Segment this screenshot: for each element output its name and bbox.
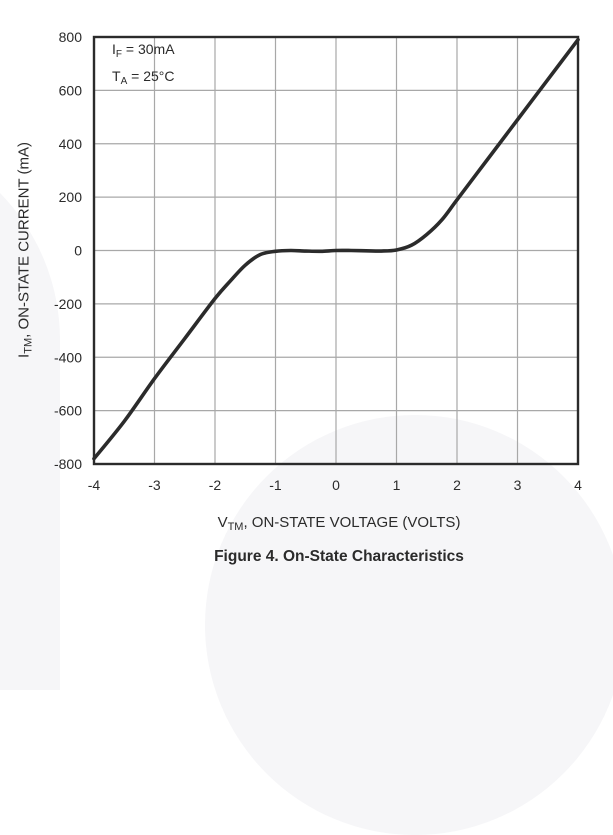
x-tick-label: 1 bbox=[393, 477, 401, 493]
y-tick-label: -600 bbox=[54, 403, 82, 419]
x-tick-label: 3 bbox=[514, 477, 522, 493]
y-tick-label: 200 bbox=[59, 189, 83, 205]
y-axis-ticks: 800 600 400 200 0 -200 -400 -600 -800 bbox=[54, 29, 82, 472]
y-tick-label: 0 bbox=[74, 243, 82, 259]
chart-plot: 800 600 400 200 0 -200 -400 -600 -800 -4 -3 -2 -1 0 1… bbox=[54, 29, 582, 493]
annotation-forward-current: IF = 30mA bbox=[112, 41, 175, 60]
y-tick-label: -800 bbox=[54, 456, 82, 472]
x-axis-label: VTM, ON-STATE VOLTAGE (VOLTS) bbox=[217, 514, 461, 533]
y-tick-label: 800 bbox=[59, 29, 83, 45]
x-tick-label: 4 bbox=[574, 477, 582, 493]
x-tick-label: -3 bbox=[148, 477, 161, 493]
y-axis-label: ITM, ON-STATE CURRENT (mA) bbox=[15, 142, 35, 358]
y-tick-label: -400 bbox=[54, 349, 82, 365]
plot-frame bbox=[92, 35, 580, 466]
x-tick-label: -1 bbox=[269, 477, 282, 493]
y-tick-label: 400 bbox=[59, 136, 83, 152]
annotation-ambient-temperature: TA = 25°C bbox=[112, 68, 175, 87]
x-tick-label: 0 bbox=[332, 477, 340, 493]
x-tick-label: -4 bbox=[88, 477, 101, 493]
y-tick-label: 600 bbox=[59, 82, 83, 98]
x-tick-label: -2 bbox=[209, 477, 222, 493]
on-state-curve bbox=[92, 37, 580, 461]
x-axis-ticks: -4 -3 -2 -1 0 1 2 3 4 bbox=[88, 477, 582, 493]
x-tick-label: 2 bbox=[453, 477, 461, 493]
figure-title: Figure 4. On-State Characteristics bbox=[214, 548, 464, 565]
y-tick-label: -200 bbox=[54, 296, 82, 312]
